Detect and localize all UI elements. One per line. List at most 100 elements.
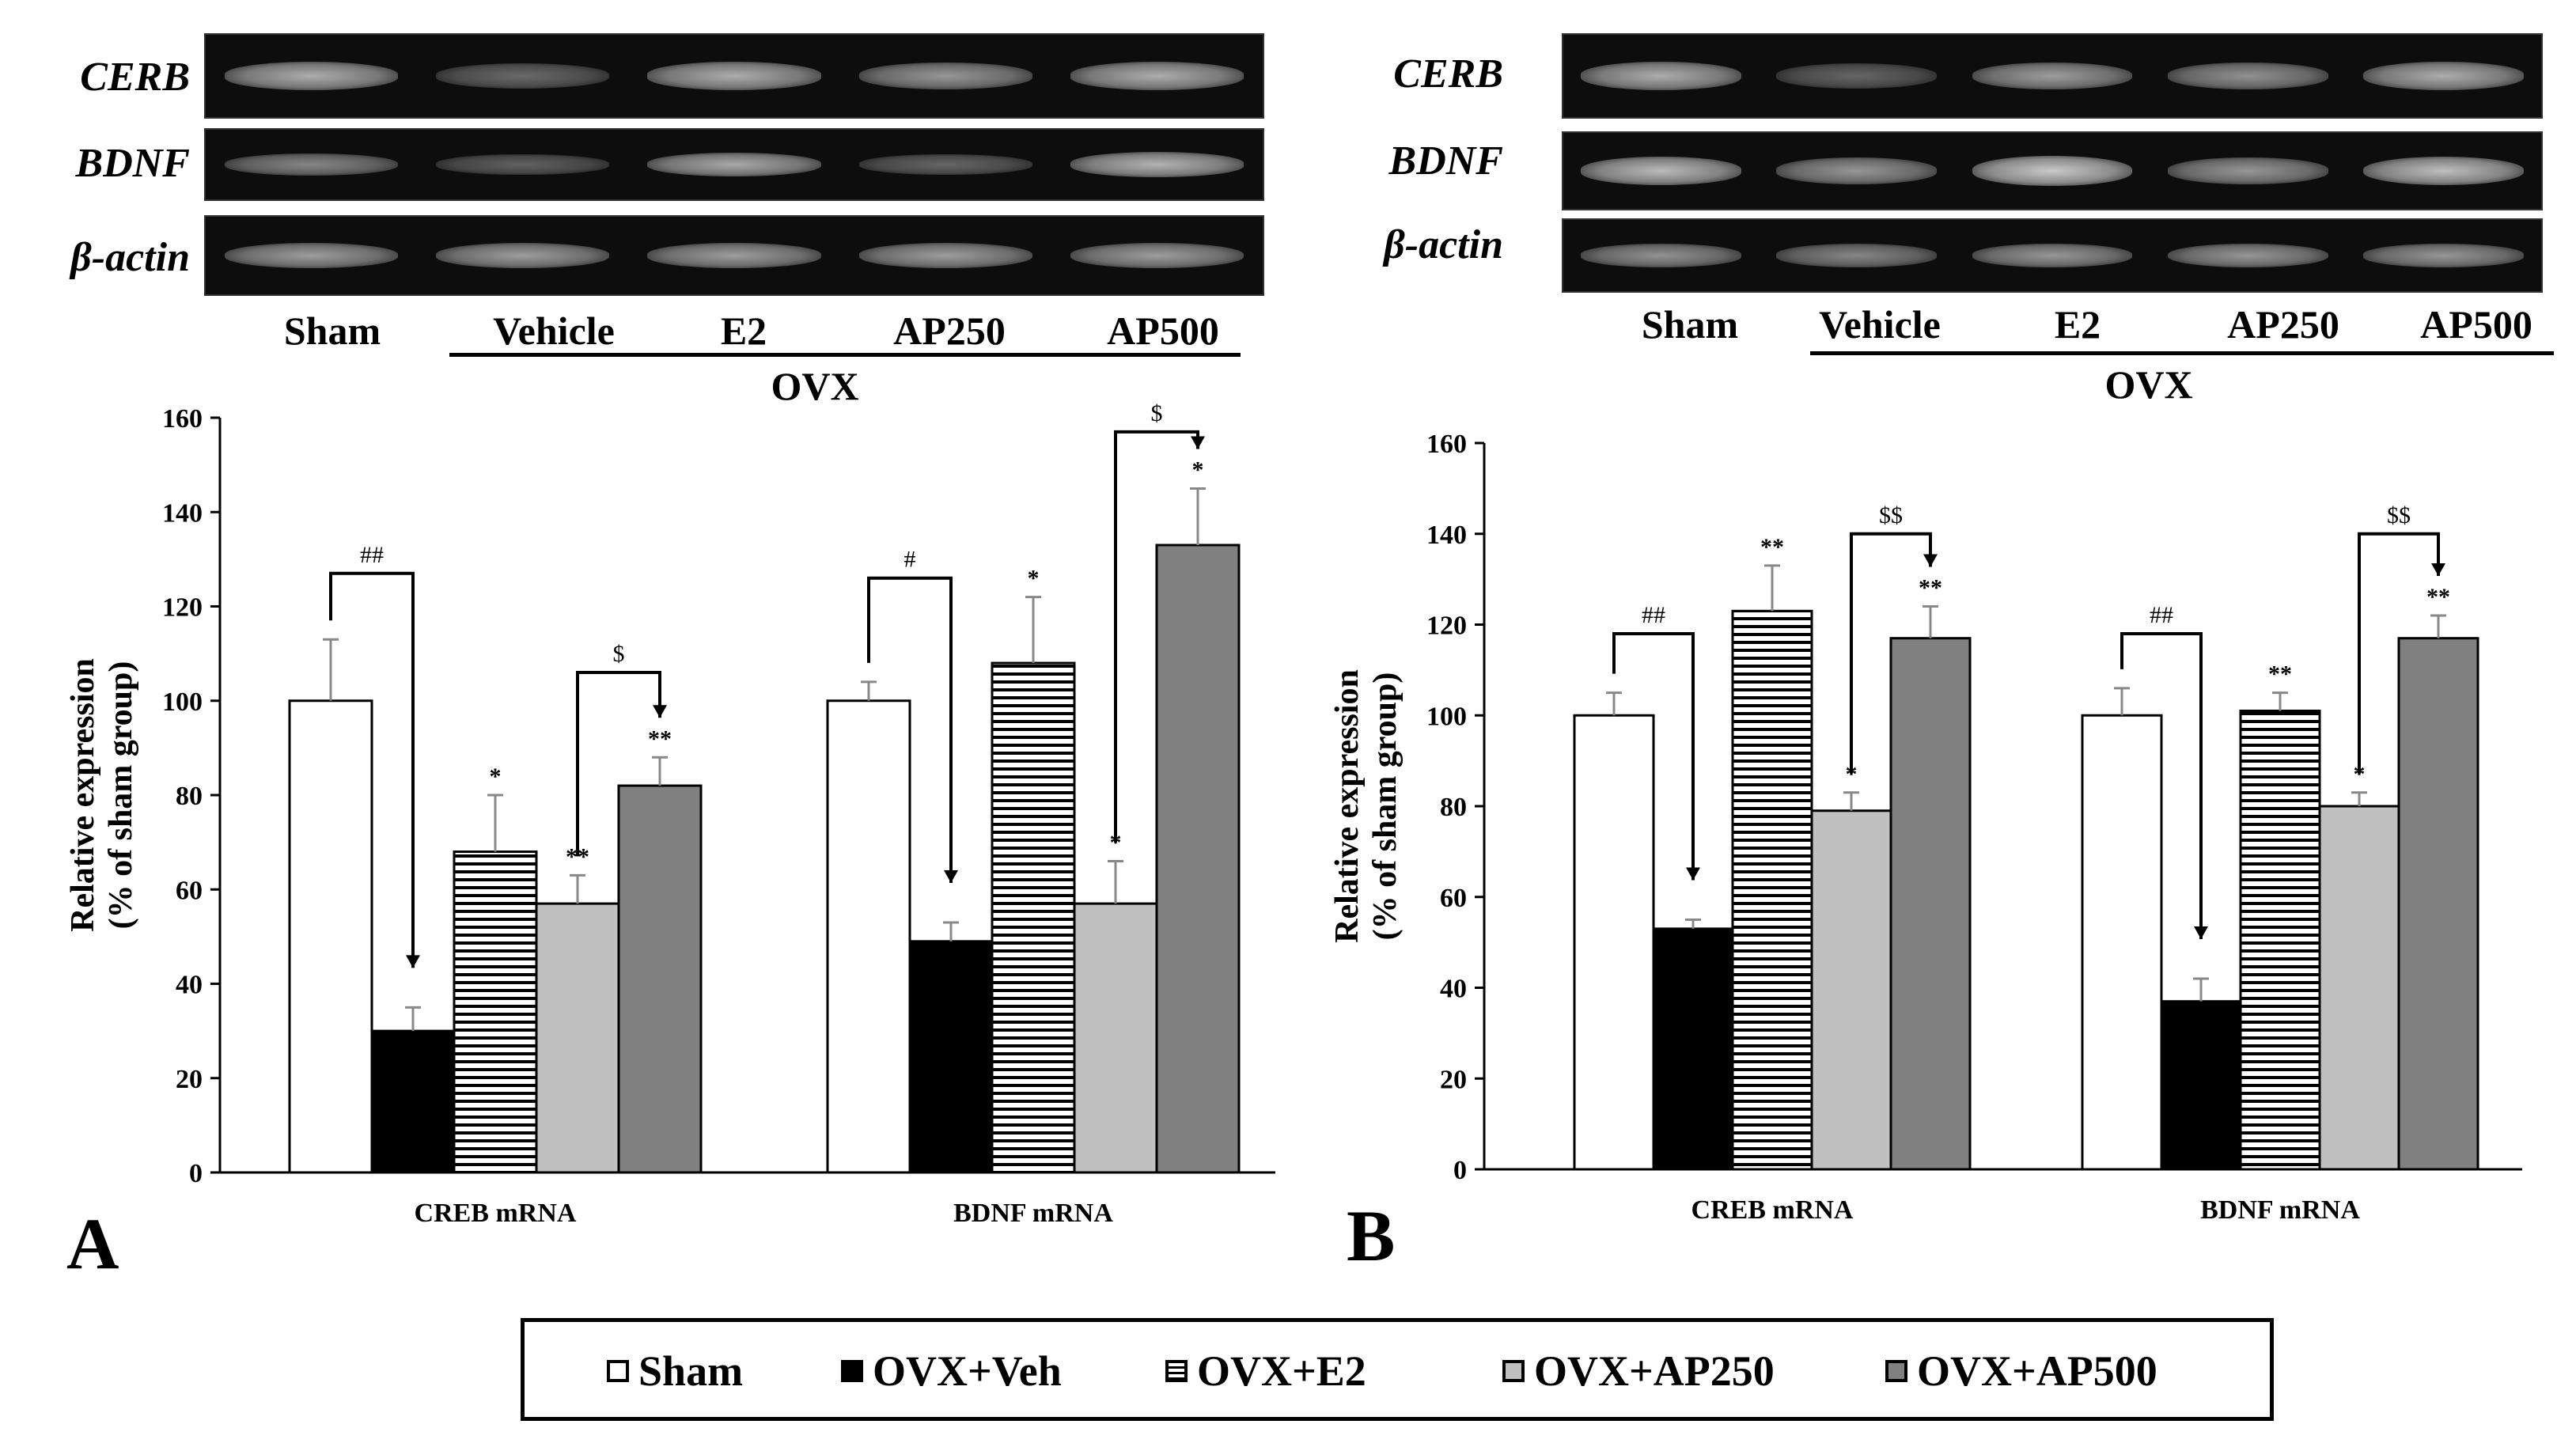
band-b-0-2 [1972,62,2133,90]
chart-b-star-1-4: ** [2426,584,2450,610]
legend-label-sham: Sham [638,1347,744,1395]
chart-b-category-label-0: CREB mRNA [1691,1195,1854,1225]
chart-a-bar-1-3 [1073,902,1158,1174]
chart-a-bracket-arrow-0 [406,955,420,968]
legend-item-ap500: OVX+AP500 [1885,1346,2157,1396]
legend: Sham OVX+Veh OVX+E2 OVX+AP250 OVX+AP500 [521,1318,2274,1421]
legend-item-e2: OVX+E2 [1165,1346,1366,1396]
chart-a-bracket-arrow-1 [653,705,667,718]
chart-a-ytick-label-4: 80 [176,782,203,811]
chart-b-bracket-0 [1612,631,1695,881]
lane-label-a-1: Vehicle [493,309,615,353]
band-b-1-4 [2363,156,2524,186]
chart-b-ytick-label-6: 120 [1426,612,1467,641]
band-a-1-2 [647,152,821,177]
gene-label-a-2: β-actin [70,235,190,280]
gel-strip-a-2 [204,215,1264,296]
chart-b-bracket-label-1: $$ [1879,502,1903,528]
chart-a-bar-1-0 [826,699,911,1174]
chart-a-bracket-label-2: # [904,547,916,573]
chart-a-star-1-3: * [1110,829,1122,855]
legend-label-e2: OVX+E2 [1197,1347,1366,1395]
band-b-2-3 [2167,243,2328,268]
chart-b-bar-1-3 [2318,805,2400,1171]
band-a-1-1 [436,153,610,175]
lane-label-a-0: Sham [283,309,381,353]
chart-a-category-label-0: CREB mRNA [415,1199,577,1228]
band-b-0-4 [2363,62,2524,90]
chart-a-ytick-label-2: 40 [176,971,203,1000]
chart-b-ylabel-1: Relative expression [1329,669,1366,943]
gel-strip-a-1 [204,128,1264,201]
band-a-1-0 [225,153,399,176]
legend-swatch-ap250 [1502,1360,1525,1382]
chart-a-ytick-label-5: 100 [162,688,203,717]
band-b-1-3 [2167,157,2328,184]
chart-a-ytick-label-0: 0 [189,1159,203,1188]
band-b-0-3 [2167,63,2328,89]
chart-b-ylabel-2: (% of sham group) [1367,672,1404,941]
chart-a-bracket-arrow-3 [1191,436,1205,449]
chart-b-bracket-arrow-3 [2431,563,2445,577]
gene-label-b-1: BDNF [1388,138,1503,184]
legend-label-ap500: OVX+AP500 [1917,1347,2157,1395]
chart-a-bar-0-3 [535,902,620,1174]
gene-label-b-2: β-actin [1384,222,1503,267]
chart-a-star-1-2: * [1028,566,1040,592]
legend-swatch-e2 [1165,1360,1188,1382]
band-b-2-4 [2363,244,2524,267]
chart-b-bar-1-1 [2160,1000,2242,1171]
band-a-2-2 [647,242,821,269]
chart-a-bracket-0 [329,571,415,968]
chart-b-star-0-2: ** [1760,534,1784,560]
band-a-2-1 [436,242,610,269]
panel-letter-a: A [66,1203,119,1284]
chart-b-bracket-arrow-0 [1686,867,1700,881]
band-b-2-2 [1972,243,2133,268]
band-a-0-3 [858,63,1032,89]
chart-a-bracket-arrow-2 [944,869,958,883]
chart-b-ytick-label-7: 140 [1426,521,1467,550]
band-b-0-1 [1776,63,1938,89]
chart-b-bar-0-2 [1731,609,1813,1171]
band-b-2-1 [1776,244,1938,267]
chart-a-bracket-label-1: $ [613,641,625,667]
chart-b-bar-0-3 [1810,809,1892,1171]
band-b-1-2 [1972,155,2133,187]
lane-label-a-2: E2 [720,309,767,353]
chart-a-bar-1-1 [908,940,994,1174]
chart-a-bar-0-1 [370,1029,456,1174]
chart-b-bracket-2 [2120,631,2203,940]
chart-a-category-label-1: BDNF mRNA [953,1199,1113,1228]
ovx-underline-a [449,353,1241,357]
band-b-1-0 [1581,157,1741,185]
chart-b: 0 20 40 60 80 100 120 140 160 Relative expression… [1329,430,2522,1225]
chart-b-bar-1-2 [2239,710,2321,1171]
chart-a-bar-0-2 [453,850,538,1174]
gene-label-a-0: CERB [80,55,190,100]
chart-a-ytick-label-8: 160 [162,404,203,434]
chart-b-bracket-label-2: ## [2150,602,2173,628]
legend-item-sham: Sham [607,1346,743,1396]
gene-label-b-0: CERB [1393,51,1503,97]
ovx-label-a: OVX [771,364,859,408]
chart-b-bar-0-1 [1652,927,1734,1171]
chart-a-bar-0-4 [617,784,703,1174]
lane-label-b-2: E2 [2054,302,2101,347]
chart-b-ytick-label-3: 60 [1440,884,1467,913]
chart-b-bar-1-4 [2397,637,2479,1171]
chart-b-ytick-label-2: 40 [1440,975,1467,1004]
chart-b-bracket-3 [2358,532,2440,774]
chart-b-bar-0-4 [1889,637,1972,1171]
chart-b-ytick-label-8: 160 [1426,430,1467,459]
legend-swatch-sham [607,1360,629,1382]
chart-a-bar-0-0 [288,699,373,1174]
chart-b-category-label-1: BDNF mRNA [2200,1195,2360,1225]
chart-b-bracket-label-3: $$ [2387,502,2411,528]
band-a-0-4 [1070,62,1244,90]
chart-b-ytick-label-5: 100 [1426,702,1467,731]
gel-strip-b-1 [1562,131,2543,210]
band-a-0-1 [436,63,610,89]
chart-a-ytick-label-3: 60 [176,876,203,905]
chart-a-bracket-label-0: ## [360,542,384,568]
